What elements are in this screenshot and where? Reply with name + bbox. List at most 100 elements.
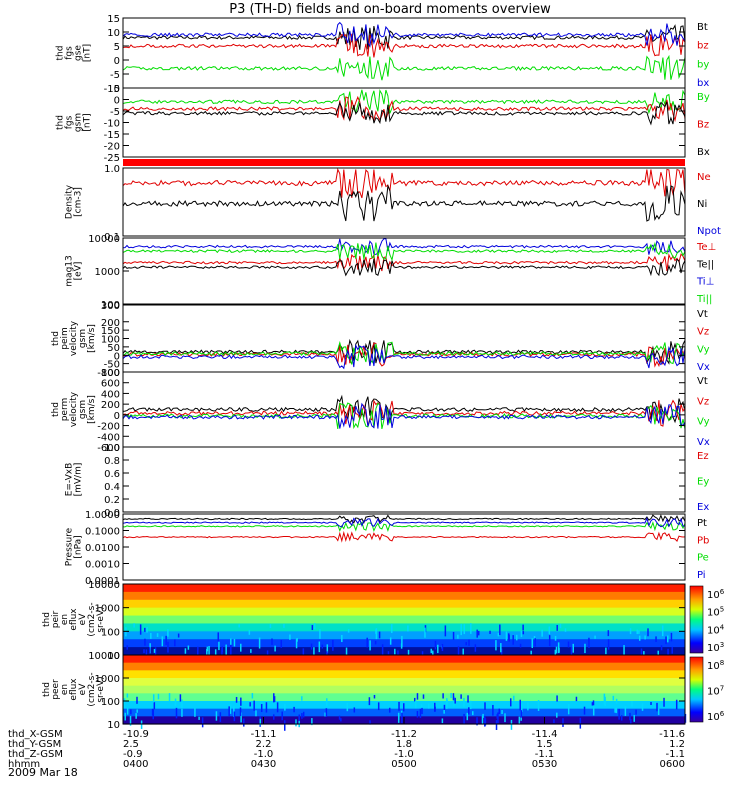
heatmap-cell [381,644,384,656]
y-tick-label: -100 [97,368,120,379]
heatmap-cell [675,699,678,710]
series-line-pi [122,516,686,528]
y-tick-label: 10000 [88,234,120,245]
heatmap-cell [557,642,560,654]
series-label: By [697,92,710,103]
y-tick-label: -400 [97,432,120,443]
heatmap-band [123,670,685,679]
heatmap-cell [230,638,232,645]
heatmap-cell [326,644,329,654]
heatmap-cell [434,702,436,712]
heatmap-cell [572,643,575,653]
y-axis-label: Density [cm-3] [65,184,84,219]
heatmap-cell [607,639,610,650]
heatmap-cell [531,638,534,649]
y-axis-label: E=-VxB [mV/m] [65,463,84,497]
y-axis-label-line: fgs [65,46,75,60]
colorbar: 106 105 104 103 [689,585,725,654]
series-label: Vx [697,437,710,448]
heatmap-band [123,693,685,702]
heatmap-cell [284,720,286,731]
x-row-label: thd_Z-GSM [8,749,63,760]
y-axis-label-line: [km/s] [87,395,97,424]
heatmap-cell [144,638,146,646]
heatmap-cell [139,624,142,635]
series-label: Vy [697,417,710,428]
heatmap-band [123,678,685,687]
heatmap-cell [638,635,641,641]
heatmap-cell [556,695,558,702]
heatmap-cell [273,693,275,703]
heatmap-cell [518,716,521,724]
heatmap-cell [463,697,465,708]
heatmap-cell [655,636,657,642]
panel-frame [122,513,686,581]
heatmap-cell [434,640,437,650]
heatmap-cell [567,703,570,715]
heatmap-cell [515,634,518,641]
heatmap-cell [629,712,631,721]
x-tick-label: 2.2 [256,739,272,750]
y-tick-label: -5 [110,107,120,118]
panel-peir: 106 105 104 103 10000 1000 100 10 thd peir en eflux… [42,580,725,662]
heatmap-cell [559,623,562,629]
heatmap-cell [136,696,138,704]
series-label: Ey [697,477,709,488]
y-tick-label: 1.0 [104,443,120,454]
heatmap-cell [465,642,467,646]
heatmap-cell [398,715,400,720]
heatmap-cell [644,635,646,640]
heatmap-cell [221,647,223,658]
series-label: Pb [697,535,709,546]
series-line-pb [122,530,686,543]
heatmap-cell [240,697,242,706]
colorbar: 108 107 106 [689,656,725,723]
heatmap-cell [266,650,269,656]
heatmap-cell [657,708,660,715]
x-row-label: thd_X-GSM [8,729,63,740]
heatmap-cell [463,713,465,725]
y-tick-label: 100 [101,300,120,311]
y-tick-label: -600 [97,443,120,454]
heatmap-cell [522,631,525,635]
heatmap-cell [457,646,460,656]
heatmap-cell [126,645,128,650]
y-tick-label: 800 [101,368,120,379]
heatmap-cell [153,701,156,710]
y-tick-label: 5 [114,84,120,95]
heatmap-cell [527,702,529,711]
heatmap-cell [591,702,594,706]
heatmap-cell [407,625,409,632]
heatmap-cell [428,703,430,709]
heatmap-cell [332,639,334,651]
heatmap-cell [495,720,498,730]
panel-temperature: Te⊥ Te|| Ti⊥ Ti|| 10000 1000 100 mag13 [eV] [65,234,717,311]
colorbar-tick-label: 106 [707,588,725,601]
heatmap-cell [140,720,143,729]
heatmap-cell [208,645,210,657]
heatmap-cell [194,708,196,717]
heatmap-band [123,662,685,671]
panel-frame [122,304,686,373]
heatmap-cell [374,640,377,645]
heatmap-cell [375,628,378,640]
series-label: Vz [697,327,709,338]
heatmap-cell [145,649,148,656]
heatmap-cell [181,699,183,709]
heatmap-cell [302,648,305,656]
x-tick-label: -0.9 [123,749,143,760]
x-tick-label: -11.4 [532,729,558,740]
heatmap-cell [460,694,462,699]
series-label: Te⊥ [696,242,716,253]
heatmap-cell [225,644,227,655]
separator-bar [123,159,685,166]
heatmap-cell [470,700,472,710]
heatmap-cell [636,629,638,635]
x-axis: thd_X-GSM -10.9 -11.1 -11.2 -11.4 -11.6 thd_Y-… [8,717,686,770]
heatmap-cell [269,624,272,628]
series-label: Vx [697,362,710,373]
y-axis-label-line: sr-eV) [96,606,106,632]
heatmap-cell [548,626,551,635]
heatmap-band [123,639,685,648]
